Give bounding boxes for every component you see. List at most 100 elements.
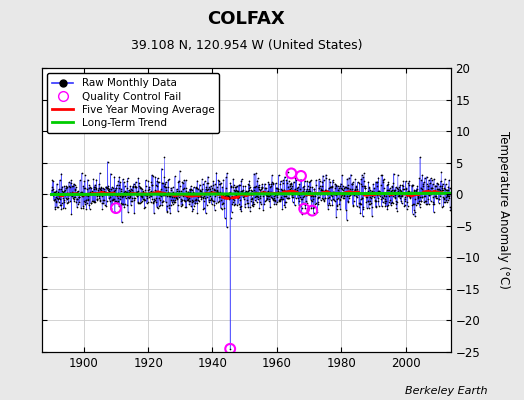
Point [303, 178, 311, 185]
Point [108, 192, 116, 198]
Point [315, 185, 323, 191]
Point [51, 204, 60, 210]
Point [229, 183, 237, 190]
Point [292, 190, 301, 196]
Point [156, 202, 165, 208]
Point [177, 188, 185, 194]
Point [149, 200, 158, 206]
Point [114, 203, 123, 210]
Point [367, 188, 376, 194]
Point [100, 186, 108, 192]
Point [370, 188, 378, 195]
Point [393, 198, 401, 205]
Point [147, 182, 156, 189]
Point [249, 201, 257, 207]
Point [68, 189, 76, 195]
Point [369, 194, 378, 200]
Point [88, 188, 96, 194]
Point [53, 195, 61, 201]
Point [413, 200, 421, 206]
Point [424, 183, 432, 189]
Point [133, 192, 141, 198]
Point [192, 184, 200, 191]
Point [417, 177, 425, 183]
Point [329, 177, 337, 184]
Point [293, 187, 301, 193]
Point [258, 188, 267, 195]
Point [245, 182, 254, 188]
Point [292, 177, 301, 184]
Point [445, 195, 453, 202]
Point [64, 183, 73, 189]
Point [52, 188, 60, 194]
Point [427, 184, 435, 191]
Point [319, 172, 327, 179]
Point [306, 190, 314, 196]
Point [214, 189, 222, 196]
Point [143, 193, 151, 199]
Point [234, 188, 242, 194]
Point [152, 198, 160, 205]
Point [283, 194, 292, 201]
Point [285, 188, 293, 194]
Point [89, 191, 97, 198]
Point [323, 191, 331, 197]
Point [148, 196, 156, 202]
Point [242, 191, 250, 197]
Point [84, 176, 92, 183]
Point [228, 198, 237, 205]
Point [334, 187, 343, 194]
Point [437, 169, 445, 175]
Point [136, 192, 145, 198]
Point [341, 189, 350, 195]
Point [257, 201, 265, 208]
Point [391, 192, 399, 198]
Point [88, 198, 96, 205]
Point [157, 190, 165, 196]
Point [188, 196, 196, 203]
Point [210, 187, 218, 194]
Point [75, 190, 84, 196]
Point [115, 182, 124, 188]
Point [243, 197, 251, 204]
Point [321, 187, 329, 193]
Point [73, 188, 82, 194]
Point [403, 199, 411, 205]
Point [437, 189, 445, 196]
Point [310, 186, 318, 192]
Point [182, 187, 191, 194]
Point [361, 183, 369, 190]
Point [444, 193, 452, 199]
Point [189, 206, 197, 212]
Point [436, 178, 445, 184]
Point [312, 200, 320, 206]
Point [104, 188, 113, 194]
Point [425, 177, 433, 183]
Point [131, 184, 139, 191]
Point [281, 192, 289, 199]
Point [104, 185, 113, 191]
Point [103, 185, 111, 192]
Point [222, 194, 231, 201]
Point [131, 183, 139, 189]
Point [403, 202, 412, 209]
Point [90, 186, 98, 192]
Point [289, 188, 297, 194]
Point [245, 187, 253, 194]
Point [339, 182, 347, 189]
Point [343, 176, 351, 182]
Point [287, 170, 296, 176]
Point [76, 190, 84, 197]
Point [379, 178, 387, 185]
Point [260, 189, 268, 195]
Point [85, 206, 94, 212]
Point [165, 176, 173, 182]
Point [71, 194, 79, 200]
Point [216, 205, 225, 211]
Point [236, 197, 244, 203]
Point [431, 182, 440, 189]
Point [176, 190, 184, 197]
Point [291, 186, 299, 192]
Point [411, 213, 419, 220]
Point [423, 188, 431, 195]
